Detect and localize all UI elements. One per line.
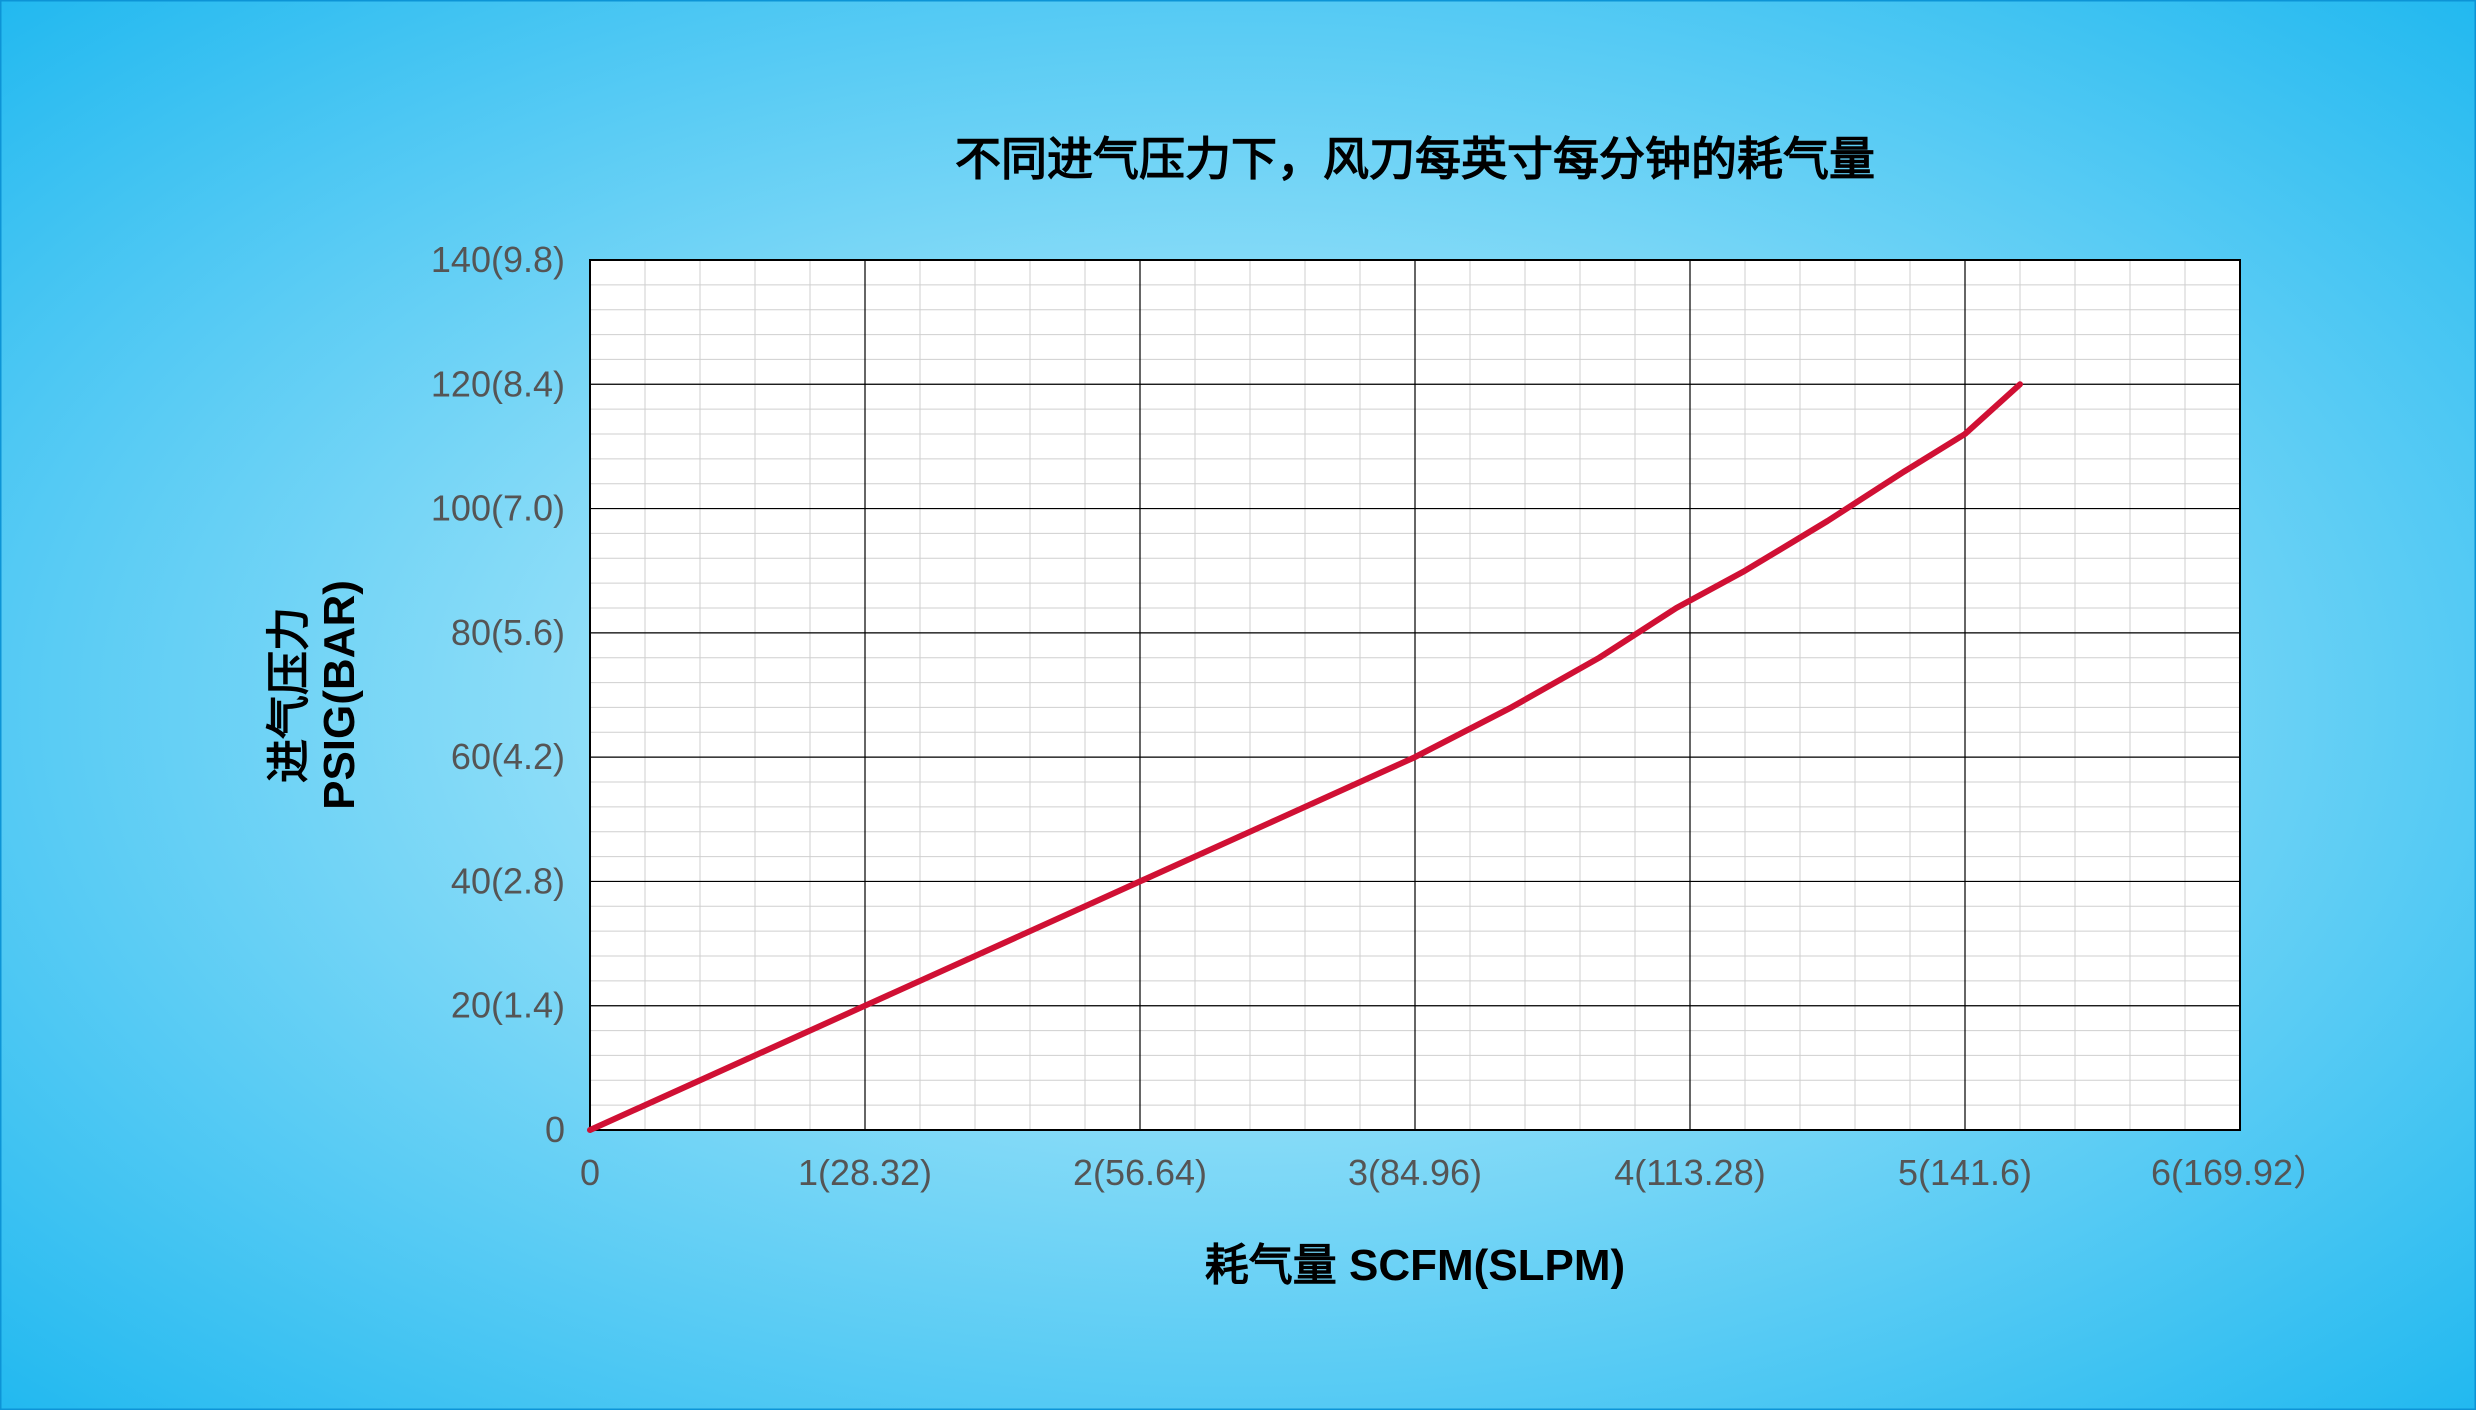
chart-container: 0 1(28.32) 2(56.64) 3(84.96) 4(113.28) 5(141.… (0, 0, 2476, 1410)
x-tick-label: 5(141.6) (1898, 1152, 2032, 1193)
x-tick-label: 6(169.92） (2151, 1152, 2329, 1193)
x-tick-label: 2(56.64) (1073, 1152, 1207, 1193)
y-tick-label: 140(9.8) (431, 239, 565, 280)
x-tick-label: 4(113.28) (1614, 1152, 1765, 1193)
y-tick-label: 20(1.4) (451, 985, 565, 1026)
x-tick-label: 0 (580, 1152, 600, 1193)
x-tick-label: 1(28.32) (798, 1152, 932, 1193)
svg-text:进气压力PSIG(BAR): 进气压力PSIG(BAR) (264, 580, 364, 810)
y-tick-label: 0 (545, 1109, 565, 1150)
y-axis-label: 进气压力PSIG(BAR) (264, 580, 364, 810)
y-tick-label: 100(7.0) (431, 488, 565, 529)
y-tick-label: 60(4.2) (451, 736, 565, 777)
y-tick-label: 80(5.6) (451, 612, 565, 653)
chart-title: 不同进气压力下，风刀每英寸每分钟的耗气量 (955, 133, 1875, 185)
x-axis-label: 耗气量 SCFM(SLPM) (1205, 1241, 1625, 1290)
y-tick-label: 40(2.8) (451, 860, 565, 901)
y-tick-label: 120(8.4) (431, 363, 565, 404)
x-tick-label: 3(84.96) (1348, 1152, 1482, 1193)
